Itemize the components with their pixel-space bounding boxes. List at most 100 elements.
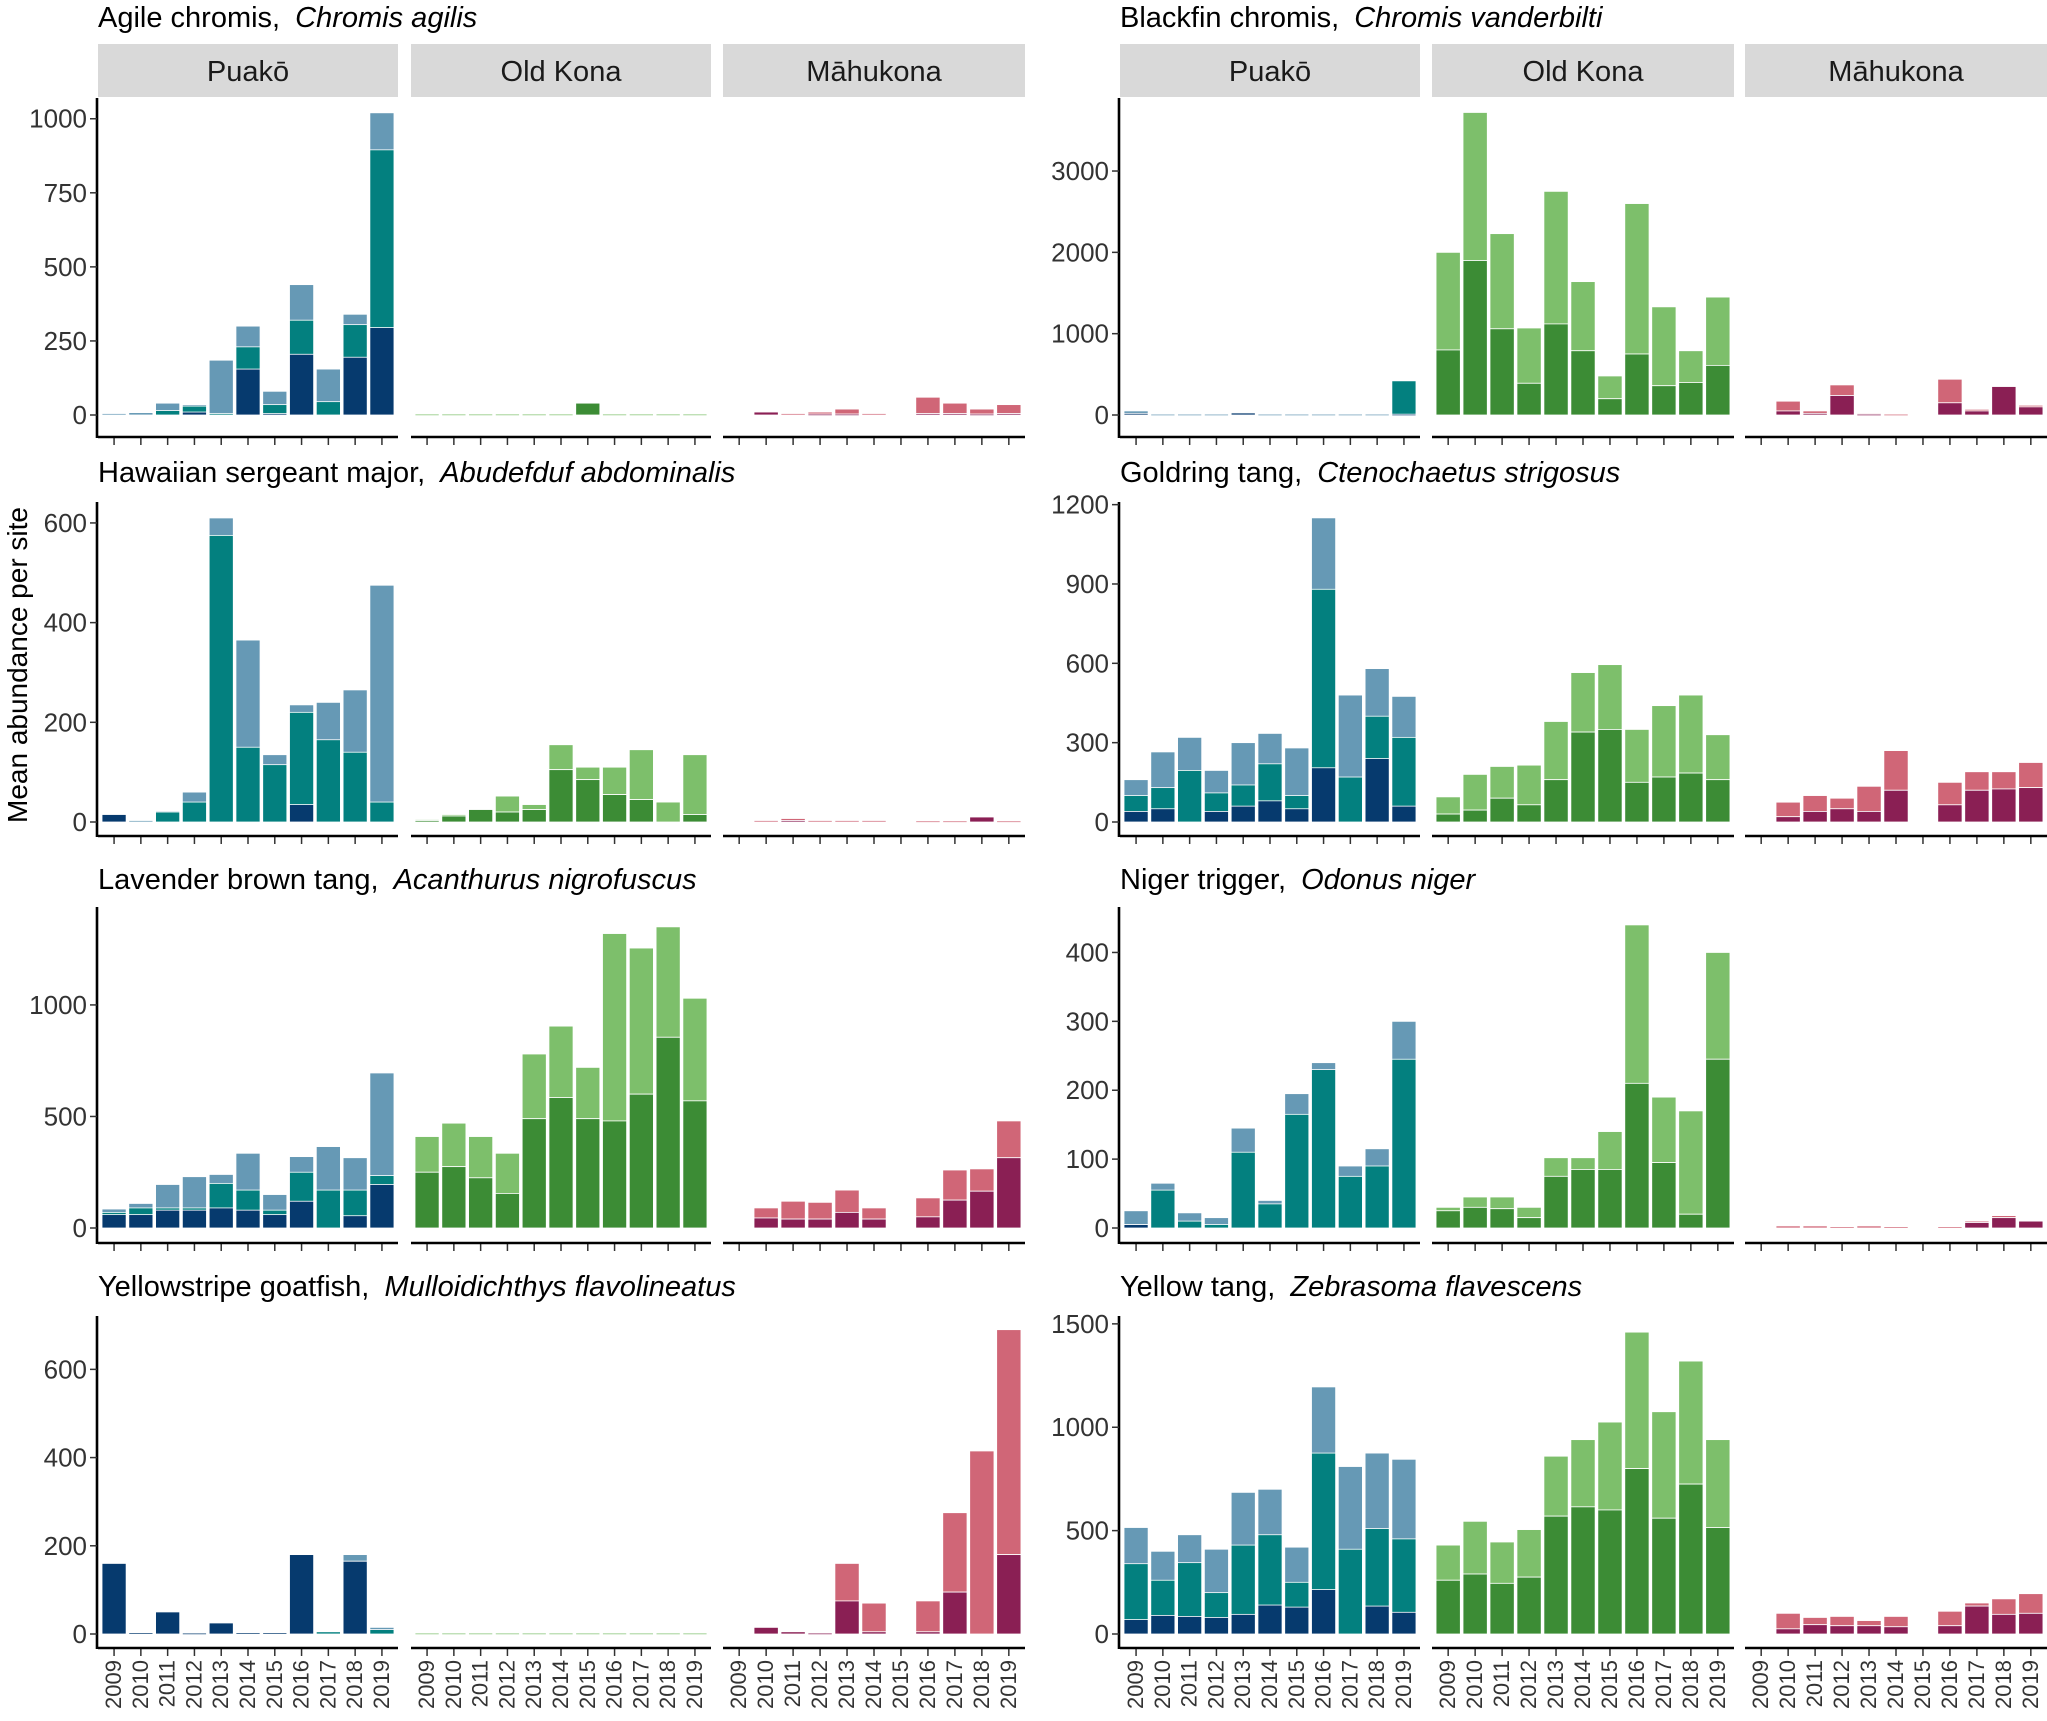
x-tick-label: 2015 — [262, 1660, 287, 1709]
bar-dark-segment — [181, 1632, 207, 1636]
bar-dark-segment — [780, 1218, 806, 1229]
bar-dark-segment — [494, 811, 520, 823]
bar-mid-segment — [155, 811, 181, 823]
facet-strip-label: Māhukona — [806, 56, 942, 88]
bar-dark-segment — [181, 1209, 207, 1229]
bar-dark-segment — [1230, 412, 1256, 416]
panel-title: Goldring tang, Ctenochaetus strigosus — [1120, 457, 1620, 489]
bar-dark-segment — [521, 809, 547, 823]
y-tick-label: 2000 — [1051, 237, 1109, 267]
facet-strip-label: Puakō — [1229, 56, 1311, 88]
bar-total — [655, 1632, 681, 1636]
bar-dark-segment — [1829, 395, 1855, 416]
x-tick-label: 2014 — [548, 1660, 573, 1709]
x-tick-label: 2011 — [1177, 1660, 1202, 1707]
x-tick-label: 2018 — [1991, 1660, 2016, 1709]
x-tick-label: 2012 — [807, 1660, 832, 1709]
y-tick-label: 200 — [1066, 1075, 1109, 1105]
bar-dark-segment — [861, 1631, 887, 1635]
x-tick-label: 2016 — [915, 1660, 940, 1709]
y-tick-label: 600 — [1066, 648, 1109, 678]
bar-total — [915, 396, 941, 416]
bar-dark-segment — [1543, 323, 1569, 416]
bar-mid-segment — [1177, 1220, 1203, 1229]
bar-total — [369, 584, 395, 823]
y-tick-label: 400 — [44, 1443, 87, 1473]
bar-mid-segment — [1337, 1175, 1363, 1229]
bar-dark-segment — [548, 769, 574, 823]
bar-mid-segment — [1284, 1113, 1310, 1229]
y-tick-label: 500 — [44, 1101, 87, 1131]
bar-dark-segment — [1230, 1613, 1256, 1635]
bar-mid-segment — [1391, 380, 1417, 416]
bar-dark-segment — [1516, 382, 1542, 416]
bar-dark-segment — [753, 411, 779, 416]
x-tick-label: 2015 — [1910, 1660, 1935, 1709]
common-name: Agile chromis, — [98, 2, 288, 34]
facet-strip-label: Old Kona — [1523, 56, 1645, 88]
bar-mid-segment — [1364, 1165, 1390, 1229]
bar-dark-segment — [1883, 1626, 1909, 1635]
bar-dark-segment — [1678, 1213, 1704, 1229]
y-tick-label: 400 — [44, 608, 87, 638]
bar-dark-segment — [1489, 328, 1515, 416]
x-tick-label: 2017 — [942, 1660, 967, 1709]
bar-dark-segment — [1435, 813, 1461, 823]
bar-mid-segment — [1311, 1069, 1337, 1229]
x-tick-label: 2018 — [655, 1660, 680, 1709]
bar-dark-segment — [262, 1632, 288, 1635]
bar-dark-segment — [915, 1216, 941, 1229]
scientific-name: Odonus niger — [1301, 864, 1476, 896]
y-tick-label: 1000 — [29, 104, 87, 134]
bar-dark-segment — [1489, 797, 1515, 823]
bar-total — [521, 413, 547, 417]
bar-dark-segment — [181, 411, 207, 416]
species-panel: Hawaiian sergeant major, Abudefduf abdom… — [44, 457, 1025, 844]
x-tick-label: 2009 — [414, 1660, 439, 1709]
bar-dark-segment — [602, 1120, 628, 1229]
bar-dark-segment — [342, 1560, 368, 1635]
bar-dark-segment — [682, 814, 708, 823]
x-tick-label: 2013 — [521, 1660, 546, 1709]
bar-dark-segment — [262, 413, 288, 416]
bar-total — [682, 754, 708, 823]
x-tick-label: 2011 — [155, 1660, 180, 1707]
bar-dark-segment — [1991, 788, 2017, 823]
bar-dark-segment — [996, 1157, 1022, 1229]
facet-strip — [98, 44, 398, 97]
x-tick-label: 2018 — [1678, 1660, 1703, 1709]
bar-dark-segment — [262, 1214, 288, 1229]
bar-total — [861, 1602, 887, 1635]
y-axis-label: Mean abundance per site — [2, 507, 33, 823]
y-tick-label: 1000 — [1051, 1412, 1109, 1442]
species-panel: Agile chromis, Chromis agilis 0 250 500 750 1… — [29, 2, 1025, 445]
bar-dark-segment — [996, 413, 1022, 416]
bar-mid-segment — [1177, 770, 1203, 823]
bar-total — [628, 1632, 654, 1636]
bar-dark-segment — [1570, 1169, 1596, 1229]
bar-total — [1364, 413, 1390, 417]
bar-dark-segment — [289, 804, 315, 823]
bar-dark-segment — [1964, 789, 1990, 823]
bar-dark-segment — [101, 1214, 127, 1229]
bar-dark-segment — [1311, 1589, 1337, 1635]
y-tick-label: 0 — [73, 1619, 87, 1649]
bar-dark-segment — [1775, 410, 1801, 416]
bar-dark-segment — [1597, 398, 1623, 416]
bar-dark-segment — [1802, 1624, 1828, 1635]
bar-total — [753, 820, 779, 823]
bar-total — [208, 359, 234, 416]
common-name: Yellow tang, — [1120, 1271, 1283, 1303]
species-panel: Yellow tang, Zebrasoma flavescens 0 500 100… — [1051, 1271, 2047, 1709]
bar-dark-segment — [414, 820, 440, 823]
facet-strip — [1120, 44, 1420, 97]
bar-total — [468, 1632, 494, 1636]
bar-dark-segment — [369, 1184, 395, 1229]
bar-dark-segment — [1570, 350, 1596, 416]
bar-dark-segment — [1964, 1222, 1990, 1229]
facet-strip-label: Old Kona — [501, 56, 623, 88]
x-tick-label: 2019 — [2018, 1660, 2043, 1709]
bar-dark-segment — [128, 1214, 154, 1229]
y-tick-label: 500 — [1066, 1516, 1109, 1546]
bar-mid-segment — [208, 413, 234, 416]
